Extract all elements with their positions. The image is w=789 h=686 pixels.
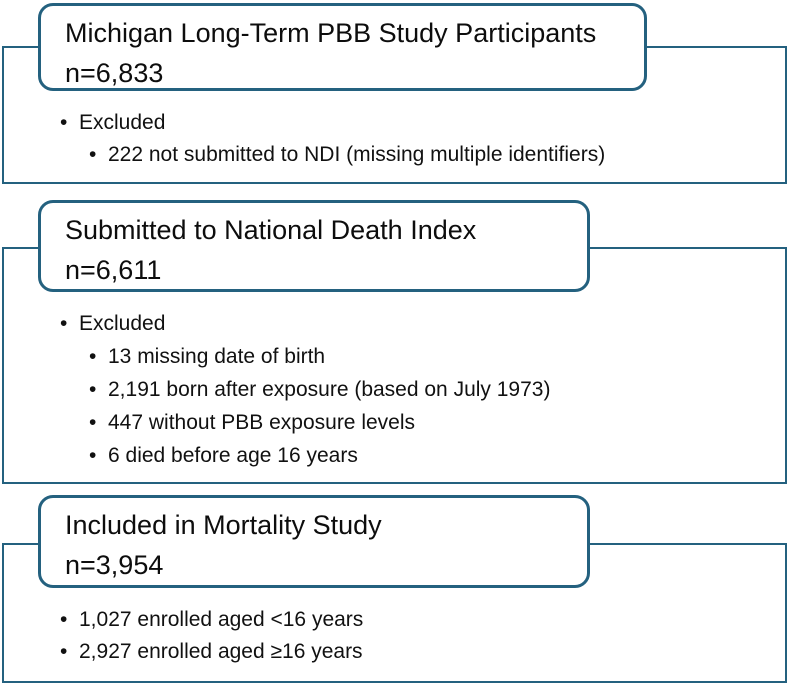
cohort-box-participants: Michigan Long-Term PBB Study Participant… xyxy=(38,3,647,91)
bullet-dot-icon: • xyxy=(60,312,68,335)
bullet-dot-icon: • xyxy=(60,608,68,631)
bullet-item: • 6 died before age 16 years xyxy=(89,439,550,472)
cohort-title: Included in Mortality Study xyxy=(65,510,382,540)
bullet-text: 447 without PBB exposure levels xyxy=(108,411,416,434)
bullet-item: • 222 not submitted to NDI (missing multi… xyxy=(89,139,605,171)
exclusion-list-ndi: • Excluded • 13 missing date of birth • 2,191… xyxy=(60,307,550,472)
cohort-count: n=3,954 xyxy=(65,550,164,580)
bullet-text: 13 missing date of birth xyxy=(108,345,326,368)
cohort-box-mortality: Included in Mortality Study n=3,954 xyxy=(38,495,590,588)
bullet-text: Excluded xyxy=(79,111,166,134)
bullet-item: • 2,927 enrolled aged ≥16 years xyxy=(60,636,363,668)
bullet-dot-icon: • xyxy=(89,444,97,467)
bullet-dot-icon: • xyxy=(89,411,97,434)
bullet-item: • 13 missing date of birth xyxy=(89,340,550,373)
exclusion-list-participants: • Excluded • 222 not submitted to NDI (miss… xyxy=(60,107,605,171)
cohort-title: Michigan Long-Term PBB Study Participant… xyxy=(65,18,597,48)
bullet-dot-icon: • xyxy=(89,345,97,368)
bullet-text: 222 not submitted to NDI (missing multip… xyxy=(108,143,606,166)
bullet-dot-icon: • xyxy=(60,111,68,134)
bullet-text: 2,191 born after exposure (based on July… xyxy=(108,378,551,401)
bullet-text: 6 died before age 16 years xyxy=(108,444,358,467)
bullet-item: • Excluded xyxy=(60,307,550,340)
bullet-item: • 1,027 enrolled aged <16 years xyxy=(60,604,363,636)
cohort-count: n=6,833 xyxy=(65,58,164,88)
bullet-dot-icon: • xyxy=(89,378,97,401)
bullet-dot-icon: • xyxy=(89,143,97,166)
bullet-item: • 447 without PBB exposure levels xyxy=(89,406,550,439)
bullet-text: 1,027 enrolled aged <16 years xyxy=(79,608,364,631)
bullet-item: • 2,191 born after exposure (based on Jul… xyxy=(89,373,550,406)
cohort-title: Submitted to National Death Index xyxy=(65,215,477,245)
enrollment-list-mortality: • 1,027 enrolled aged <16 years • 2,927 enr… xyxy=(60,604,363,668)
bullet-item: • Excluded xyxy=(60,107,605,139)
bullet-text: 2,927 enrolled aged ≥16 years xyxy=(79,640,363,663)
bullet-text: Excluded xyxy=(79,312,166,335)
bullet-dot-icon: • xyxy=(60,640,68,663)
cohort-box-ndi: Submitted to National Death Index n=6,61… xyxy=(38,200,590,292)
cohort-count: n=6,611 xyxy=(65,255,162,285)
